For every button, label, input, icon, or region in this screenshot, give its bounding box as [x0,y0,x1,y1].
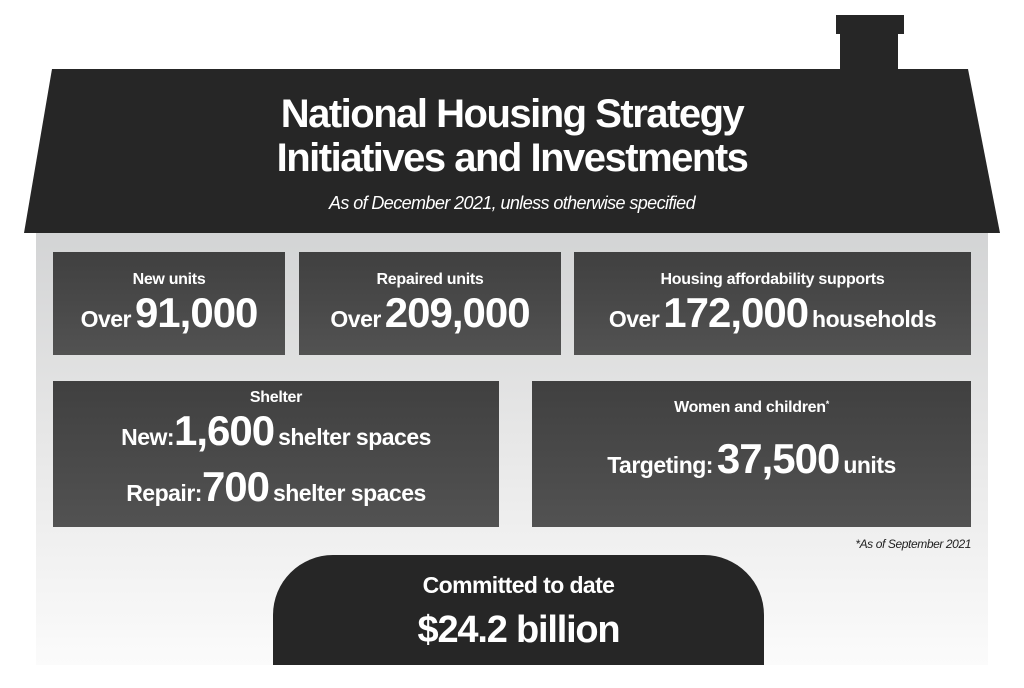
stat-value: 37,500 [716,435,840,482]
stat-label: Housing affordability supports [660,270,885,288]
stat-value: 91,000 [134,288,258,336]
committed-door: Committed to date $24.2 billion [273,555,764,665]
stat-label-text: Women and children [674,399,826,416]
stat-prefix: Over [80,305,132,332]
committed-label: Committed to date [422,572,615,598]
house-roof [24,15,1000,233]
stat-label: Shelter [249,389,303,406]
stat-suffix: households [812,305,937,332]
stat-prefix: New: [121,424,175,450]
stat-prefix: Targeting: [607,452,713,478]
stat-prefix: Repair: [126,480,202,506]
chimney-cap [836,15,904,34]
footnote: *As of September 2021 [855,537,971,551]
stat-label: Women and children* [674,399,829,417]
title-line-2: Initiatives and Investments [276,136,749,180]
stat-repaired-units: Repaired units Over 209,000 [299,252,561,355]
chimney [840,33,898,73]
stat-suffix: shelter spaces [278,424,431,450]
stat-value: 700 [201,463,270,510]
stat-prefix: Over [330,305,381,332]
subtitle: As of December 2021, unless otherwise sp… [328,193,696,213]
page-title: National Housing Strategy Initiatives an… [0,92,1024,180]
stat-suffix: units [843,452,896,478]
stat-prefix: Over [608,305,660,332]
stat-suffix: shelter spaces [272,480,426,506]
stat-new-units: New units Over 91,000 [53,252,285,355]
roof-shape [24,69,1000,233]
stat-women-children: Women and children* Targeting: 37,500 un… [532,381,971,527]
stat-value: 172,000 [663,288,809,336]
committed-amount: $24.2 billion [417,609,621,651]
stat-value: 209,000 [384,288,531,336]
footnote-marker: * [825,399,830,409]
title-line-1: National Housing Strategy [280,92,745,136]
stat-affordability-supports: Housing affordability supports Over 172,… [574,252,971,355]
stat-label: Repaired units [376,270,484,288]
stat-label: New units [132,270,206,288]
stat-shelter: Shelter New:1,600 shelter spaces Repair:… [53,381,499,527]
stat-value: 1,600 [174,407,275,454]
